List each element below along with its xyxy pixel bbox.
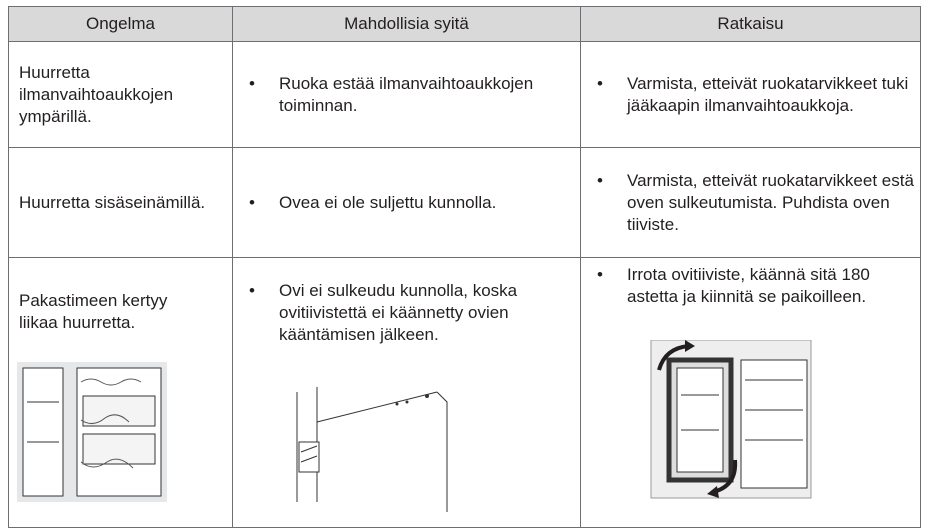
solution: Varmista, etteivät ruokatarvikkeet tuki … [591, 73, 917, 117]
door-illustration [296, 387, 448, 512]
cell: Pakastimeen kertyy liikaa huurretta. [8, 257, 233, 528]
header-cell: Ratkaisu [580, 6, 921, 42]
problem: Huurretta sisäseinämillä. [19, 192, 206, 212]
solution: Irrota ovitiiviste, käännä sitä 180 aste… [591, 264, 917, 308]
problem: Huurretta ilmanvaihtoaukkojen ympärillä. [19, 62, 174, 126]
solution: Varmista, etteivät ruokatarvikkeet estä … [591, 170, 917, 236]
cause: Ruoka estää ilmanvaihtoaukkojen toiminna… [243, 73, 559, 117]
cause: Ovi ei sulkeudu kunnolla, koska ovitiivi… [243, 280, 559, 346]
row: Pakastimeen kertyy liikaa huurretta. Ovi… [8, 257, 921, 528]
gasket-illustration [650, 340, 812, 499]
cell: Varmista, etteivät ruokatarvikkeet estä … [580, 147, 921, 258]
cause: Ovea ei ole suljettu kunnolla. [243, 192, 559, 214]
freezer-illustration [17, 362, 167, 502]
cell: Ruoka estää ilmanvaihtoaukkojen toiminna… [232, 41, 581, 148]
cell: Huurretta ilmanvaihtoaukkojen ympärillä. [8, 41, 233, 148]
row: Huurretta ilmanvaihtoaukkojen ympärillä.… [8, 41, 921, 148]
cell: Huurretta sisäseinämillä. [8, 147, 233, 258]
row: Huurretta sisäseinämillä. Ovea ei ole su… [8, 147, 921, 258]
header-cell: Mahdollisia syitä [232, 6, 581, 42]
cell: Ovea ei ole suljettu kunnolla. [232, 147, 581, 258]
cell: Varmista, etteivät ruokatarvikkeet tuki … [580, 41, 921, 148]
header-row: Ongelma Mahdollisia syitä Ratkaisu [8, 6, 921, 42]
troubleshooting-table: Ongelma Mahdollisia syitä Ratkaisu Huurr… [8, 6, 921, 528]
cell: Ovi ei sulkeudu kunnolla, koska ovitiivi… [232, 257, 581, 528]
cell: Irrota ovitiiviste, käännä sitä 180 aste… [580, 257, 921, 528]
header-cell: Ongelma [8, 6, 233, 42]
problem: Pakastimeen kertyy liikaa huurretta. [19, 291, 168, 332]
